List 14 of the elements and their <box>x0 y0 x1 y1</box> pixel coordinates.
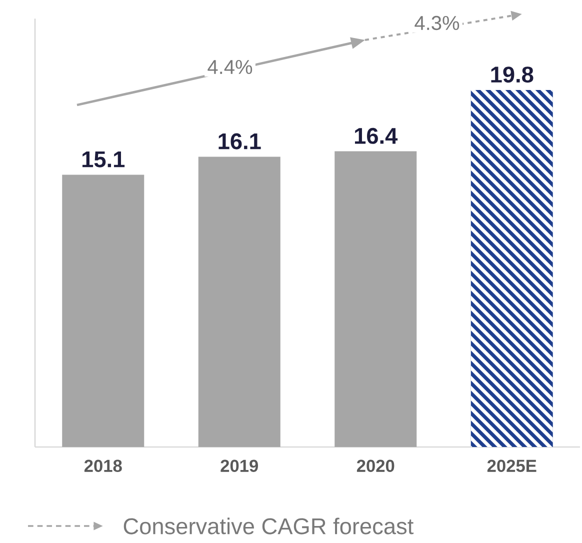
data-label: 19.8 <box>491 66 534 83</box>
text: 4.4% <box>208 60 252 74</box>
bar <box>334 151 417 447</box>
data-label: 15.1 <box>82 152 125 168</box>
text: Conservative CAGR forecast <box>124 518 414 534</box>
data-label: 16.4 <box>354 128 398 144</box>
bar <box>62 174 144 447</box>
x-tick-label: 2020 <box>356 460 394 472</box>
x-tick-label: 2018 <box>84 460 122 472</box>
x-tick-label: 2019 <box>220 460 258 472</box>
bar <box>198 156 280 447</box>
x-tick-label: 2025E <box>487 460 536 472</box>
text: 4.3% <box>414 16 460 30</box>
data-label: 16.1 <box>218 133 261 150</box>
